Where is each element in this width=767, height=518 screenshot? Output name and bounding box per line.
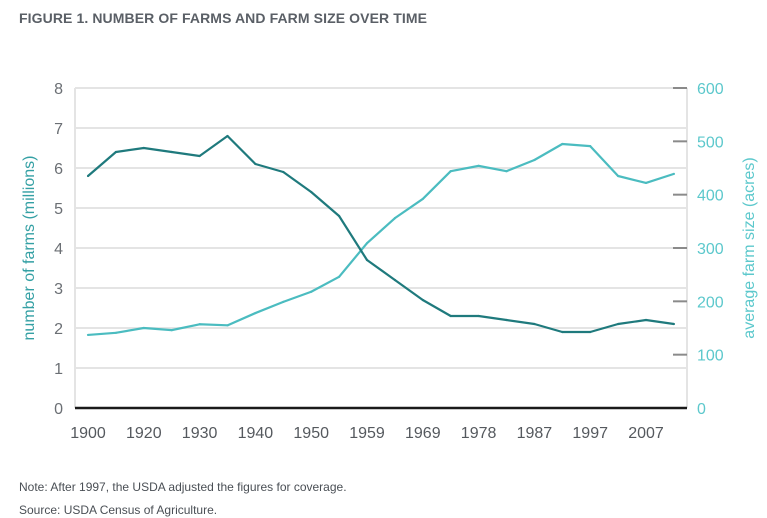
data-point-number-of-farms	[226, 134, 229, 138]
data-point-average-farm-size	[338, 275, 341, 278]
data-point-average-farm-size	[114, 331, 117, 334]
data-point-number-of-farms	[142, 146, 145, 150]
data-point-number-of-farms	[449, 314, 452, 318]
data-point-number-of-farms	[393, 278, 396, 282]
left-axis-tick-label: 1	[54, 361, 63, 378]
x-axis-tick-label: 1930	[182, 425, 218, 442]
x-axis-tick-label: 1950	[293, 425, 329, 442]
data-point-average-farm-size	[617, 174, 620, 178]
left-axis-tick-label: 3	[54, 281, 63, 298]
data-point-average-farm-size	[533, 158, 536, 162]
right-axis-tick-label: 400	[697, 188, 724, 205]
figure-title: FIGURE 1. NUMBER OF FARMS AND FARM SIZE …	[19, 10, 428, 26]
data-point-number-of-farms	[589, 330, 592, 334]
x-axis-tick-label: 1987	[517, 425, 553, 442]
left-axis-tick-label: 4	[54, 241, 63, 258]
right-axis-tick-label: 200	[697, 294, 724, 311]
data-point-number-of-farms	[282, 170, 285, 174]
right-axis-tick-label: 0	[697, 401, 706, 418]
data-point-average-farm-size	[198, 323, 201, 326]
data-point-average-farm-size	[365, 242, 369, 245]
data-point-average-farm-size	[226, 324, 229, 327]
data-point-average-farm-size	[477, 164, 480, 167]
data-point-average-farm-size	[449, 170, 452, 173]
data-point-number-of-farms	[505, 318, 508, 322]
left-axis-tick-label: 0	[54, 401, 63, 418]
data-point-average-farm-size	[282, 300, 285, 303]
data-point-average-farm-size	[170, 329, 173, 332]
x-axis-tick-label: 1940	[238, 425, 274, 442]
right-axis-title: average farm size (acres)	[741, 157, 758, 338]
x-axis-tick-label: 1969	[405, 425, 441, 442]
left-axis-tick-label: 7	[54, 121, 63, 138]
x-axis-tick-label: 2007	[628, 425, 664, 442]
left-axis-tick-label: 6	[54, 161, 63, 178]
x-axis-tick-label: 1978	[461, 425, 497, 442]
x-axis-tick-label: 1920	[126, 425, 162, 442]
right-axis-tick-label: 600	[697, 81, 724, 98]
data-point-average-farm-size	[644, 181, 648, 185]
right-axis-tick-label: 300	[697, 241, 724, 258]
data-point-average-farm-size	[86, 333, 90, 337]
data-point-number-of-farms	[365, 258, 369, 262]
right-axis-tick-label: 100	[697, 348, 724, 365]
data-point-average-farm-size	[310, 290, 313, 293]
footnote-source: Source: USDA Census of Agriculture.	[19, 503, 218, 517]
x-axis-tick-label: 1900	[70, 425, 106, 442]
data-point-number-of-farms	[672, 322, 676, 326]
left-axis-tick-label: 5	[54, 201, 63, 218]
left-axis-tick-label: 8	[54, 81, 63, 98]
data-point-number-of-farms	[198, 154, 201, 158]
data-point-number-of-farms	[617, 322, 620, 326]
left-axis-title: number of farms (millions)	[21, 156, 38, 341]
x-axis-tick-label: 1997	[572, 425, 608, 442]
left-axis-tick-labels: 0 1 2 3 4 5 6 7 8	[54, 81, 63, 418]
right-axis-ticks	[673, 87, 687, 356]
x-axis-tick-labels: 1900 1920 1930 1940 1950 1959 1969 1978 1987 1997…	[70, 425, 664, 442]
data-point-average-farm-size	[589, 145, 592, 148]
series-line-average-farm-size	[87, 142, 675, 337]
data-point-number-of-farms	[477, 314, 480, 318]
data-point-number-of-farms	[310, 190, 313, 194]
data-point-number-of-farms	[644, 318, 648, 322]
data-point-average-farm-size	[561, 142, 564, 146]
data-point-number-of-farms	[86, 174, 90, 178]
data-point-number-of-farms	[533, 322, 536, 326]
data-point-average-farm-size	[393, 217, 396, 220]
data-point-average-farm-size	[142, 326, 145, 330]
data-points	[86, 134, 676, 337]
data-point-number-of-farms	[170, 150, 173, 154]
data-point-number-of-farms	[421, 298, 424, 302]
data-point-number-of-farms	[338, 214, 341, 218]
left-axis-tick-label: 2	[54, 321, 63, 338]
data-point-average-farm-size	[505, 170, 508, 173]
data-point-average-farm-size	[254, 311, 257, 315]
gridlines	[75, 87, 687, 369]
right-axis-tick-labels: 0 100 200 300 400 500 600	[697, 81, 724, 418]
right-axis-tick-label: 500	[697, 134, 724, 151]
data-point-average-farm-size	[421, 197, 424, 201]
data-point-number-of-farms	[114, 150, 117, 154]
data-point-number-of-farms	[254, 162, 257, 166]
data-point-number-of-farms	[561, 330, 564, 334]
footnote-note: Note: After 1997, the USDA adjusted the …	[19, 480, 347, 494]
data-point-average-farm-size	[672, 172, 676, 175]
series-line-number-of-farms	[87, 134, 675, 334]
x-axis-tick-label: 1959	[349, 425, 385, 442]
